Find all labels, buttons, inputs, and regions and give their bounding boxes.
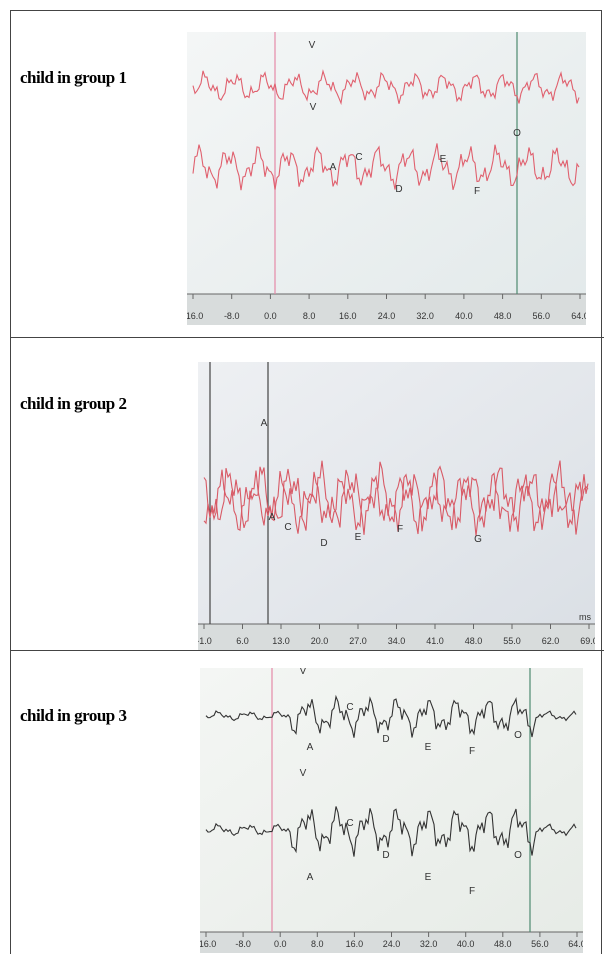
wave-label: C (346, 702, 353, 713)
waveform (192, 143, 580, 191)
wave-label: D (382, 734, 389, 745)
x-tick-label: 40.0 (455, 311, 473, 321)
row-label: child in group 1 (20, 68, 127, 87)
waveform-photo: V A C D E F O V A C D E F O -16.0 -8.0 0.0 8.0 16.0 24.0 32.… (200, 668, 583, 953)
waveform (205, 694, 577, 738)
wave-label: A (307, 872, 314, 883)
wave-label: A (330, 162, 337, 173)
x-tick-label: 32.0 (420, 939, 438, 949)
wave-label: E (440, 154, 447, 165)
wave-label: D (320, 538, 327, 549)
x-tick-label: 55.0 (503, 636, 521, 646)
x-tick-label: 16.0 (339, 311, 357, 321)
x-tick-label: 64.0 (571, 311, 586, 321)
screen (200, 668, 583, 953)
wave-label: O (513, 128, 521, 139)
row-divider (10, 650, 604, 651)
wave-label: F (474, 186, 480, 197)
x-tick-label: 41.0 (426, 636, 444, 646)
row-divider (10, 337, 604, 338)
wave-label: V (300, 768, 307, 779)
waveform (192, 69, 580, 106)
x-tick-label: 24.0 (383, 939, 401, 949)
table-border (10, 10, 602, 954)
axis-strip (187, 294, 586, 325)
x-tick-label: 8.0 (303, 311, 316, 321)
wave-label: A (307, 742, 314, 753)
wave-label: V (300, 668, 307, 677)
wave-label: A (269, 512, 276, 523)
wave-label: O (514, 850, 522, 861)
x-tick-label: 6.0 (236, 636, 249, 646)
x-tick-label: -1.0 (198, 636, 212, 646)
x-tick-label: -8.0 (235, 939, 251, 949)
wave-label: E (355, 532, 362, 543)
row-label: child in group 2 (20, 394, 127, 413)
axis-unit: ms (579, 612, 591, 622)
x-tick-label: 34.0 (388, 636, 406, 646)
x-tick-label: -16.0 (200, 939, 216, 949)
x-tick-label: 0.0 (274, 939, 287, 949)
x-tick-label: 40.0 (457, 939, 475, 949)
waveform (203, 469, 589, 537)
x-tick-label: 48.0 (465, 636, 483, 646)
x-tick-label: 8.0 (311, 939, 324, 949)
wave-label: E (425, 742, 432, 753)
x-tick-label: 56.0 (533, 311, 551, 321)
wave-label: V (310, 102, 317, 113)
wave-label: V (309, 40, 316, 51)
wave-label: C (355, 152, 362, 163)
x-tick-label: 62.0 (542, 636, 560, 646)
wave-label: C (346, 818, 353, 829)
x-tick-label: 69.0 (580, 636, 595, 646)
screen (198, 362, 595, 650)
x-tick-label: -8.0 (224, 311, 240, 321)
x-tick-label: 16.0 (346, 939, 364, 949)
x-tick-label: -16.0 (187, 311, 203, 321)
x-tick-label: 13.0 (272, 636, 290, 646)
wave-label: E (425, 872, 432, 883)
x-tick-label: 32.0 (416, 311, 434, 321)
wave-label: C (284, 522, 291, 533)
x-tick-label: 56.0 (531, 939, 549, 949)
axis-strip (200, 932, 583, 953)
x-tick-label: 24.0 (378, 311, 396, 321)
wave-label: F (469, 886, 475, 897)
wave-label: O (514, 730, 522, 741)
x-tick-label: 27.0 (349, 636, 367, 646)
wave-label: A (261, 418, 268, 429)
wave-label: F (469, 746, 475, 757)
x-tick-label: 0.0 (264, 311, 277, 321)
x-tick-label: 20.0 (311, 636, 329, 646)
row-label: child in group 3 (20, 706, 127, 725)
waveform-photo: V V A C D E F O -16.0 -8.0 0.0 8.0 16.0 24.0 32.0 40.0 4… (187, 32, 586, 325)
screen (187, 32, 586, 325)
wave-label: F (397, 524, 403, 535)
x-tick-label: 48.0 (494, 311, 512, 321)
wave-label: D (382, 850, 389, 861)
waveform (203, 460, 589, 535)
x-tick-label: 48.0 (494, 939, 512, 949)
wave-label: D (395, 184, 402, 195)
wave-label: G (474, 534, 482, 545)
waveform (205, 806, 577, 857)
x-tick-label: 64.0 (568, 939, 583, 949)
waveform-photo: AACDEFG-1.06.013.020.027.034.041.048.055… (198, 362, 595, 650)
